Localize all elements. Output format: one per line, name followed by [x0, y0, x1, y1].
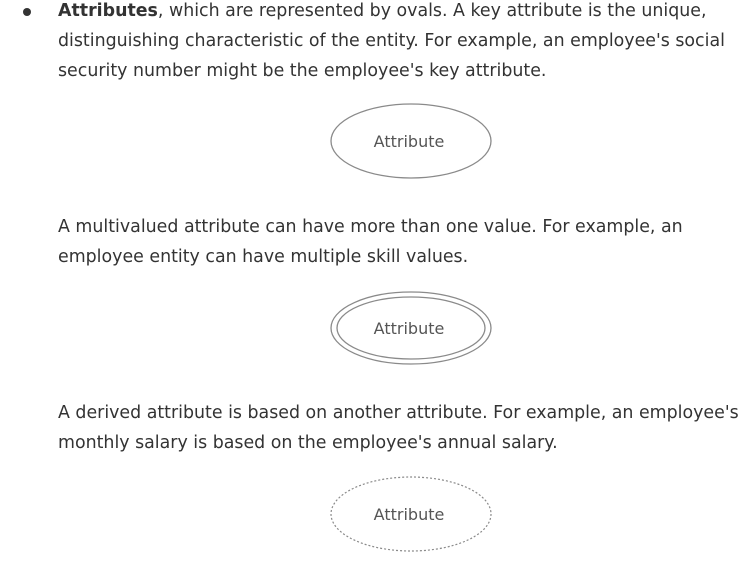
multivalued-inner-oval [336, 296, 486, 360]
multivalued-outer-oval [330, 291, 492, 365]
attributes-paragraph: Attributes, which are represented by ova… [58, 0, 748, 86]
derived-attribute-label: Attribute [374, 505, 445, 524]
multivalued-line-2: employee entity can have multiple skill … [58, 247, 469, 267]
multivalued-attribute-label: Attribute [374, 319, 445, 338]
attribute-oval-label: Attribute [374, 132, 445, 151]
attributes-line-1-rest: , which are represented by ovals. A key … [157, 1, 707, 21]
list-bullet [23, 8, 31, 16]
derived-line-1: A derived attribute is based on another … [58, 403, 739, 423]
multivalued-attribute-diagram: Attribute [329, 290, 493, 368]
attribute-oval-shape [330, 103, 492, 179]
derived-paragraph: A derived attribute is based on another … [58, 398, 748, 458]
attributes-line-3: security number might be the employee's … [58, 61, 547, 81]
derived-dashed-oval [330, 476, 492, 552]
derived-attribute-svg: Attribute [330, 476, 492, 552]
derived-line-2: monthly salary is based on the employee'… [58, 433, 558, 453]
attribute-oval-svg: Attribute [330, 103, 492, 179]
attribute-oval-diagram: Attribute [329, 101, 493, 183]
multivalued-attribute-svg: Attribute [330, 291, 492, 365]
derived-attribute-diagram: Attribute [329, 474, 493, 556]
attributes-term: Attributes [58, 1, 158, 21]
multivalued-line-1: A multivalued attribute can have more th… [58, 217, 683, 237]
attributes-line-2: distinguishing characteristic of the ent… [58, 31, 725, 51]
multivalued-paragraph: A multivalued attribute can have more th… [58, 212, 748, 272]
attributes-line-1: Attributes, which are represented by ova… [58, 0, 748, 26]
